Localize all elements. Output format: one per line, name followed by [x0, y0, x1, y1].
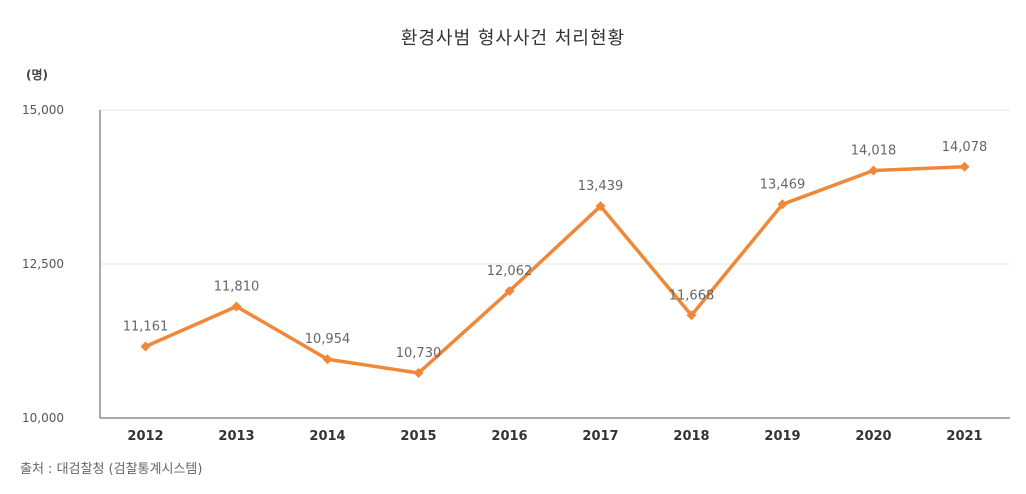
data-point [595, 201, 606, 212]
x-tick-label: 2014 [309, 429, 345, 444]
data-point [504, 285, 515, 296]
x-tick-label: 2017 [582, 429, 618, 444]
x-tick-label: 2016 [491, 429, 527, 444]
x-tick-label: 2012 [127, 429, 163, 444]
x-tick-label: 2020 [855, 429, 891, 444]
data-point [959, 161, 970, 172]
data-label: 14,018 [851, 143, 897, 158]
data-point [140, 341, 151, 352]
data-label: 14,078 [942, 140, 988, 155]
y-tick-label: 15,000 [22, 103, 64, 117]
data-label: 13,439 [578, 179, 624, 194]
data-label: 13,469 [760, 177, 806, 192]
y-axis-unit: (명) [26, 68, 49, 82]
source-note: 출처 : 대검찰청 (검찰통계시스템) [20, 462, 203, 477]
data-label: 10,954 [305, 332, 351, 347]
data-label: 11,810 [214, 280, 260, 295]
y-tick-label: 12,500 [22, 257, 64, 271]
series-line [143, 165, 967, 375]
x-tick-label: 2015 [400, 429, 436, 444]
data-point [777, 199, 788, 210]
data-label: 10,730 [396, 346, 442, 361]
data-point [322, 354, 333, 365]
data-point [413, 368, 424, 379]
data-point [868, 165, 879, 176]
data-point [231, 301, 242, 312]
data-label: 11,668 [669, 288, 715, 303]
x-tick-label: 2013 [218, 429, 254, 444]
data-label: 11,161 [123, 319, 169, 334]
y-tick-label: 10,000 [22, 411, 64, 425]
data-label: 12,062 [487, 264, 533, 279]
data-point [686, 310, 697, 321]
x-tick-label: 2021 [946, 429, 982, 444]
chart-title: 환경사범 형사사건 처리현황 [400, 28, 626, 49]
x-tick-label: 2019 [764, 429, 800, 444]
x-tick-label: 2018 [673, 429, 709, 444]
